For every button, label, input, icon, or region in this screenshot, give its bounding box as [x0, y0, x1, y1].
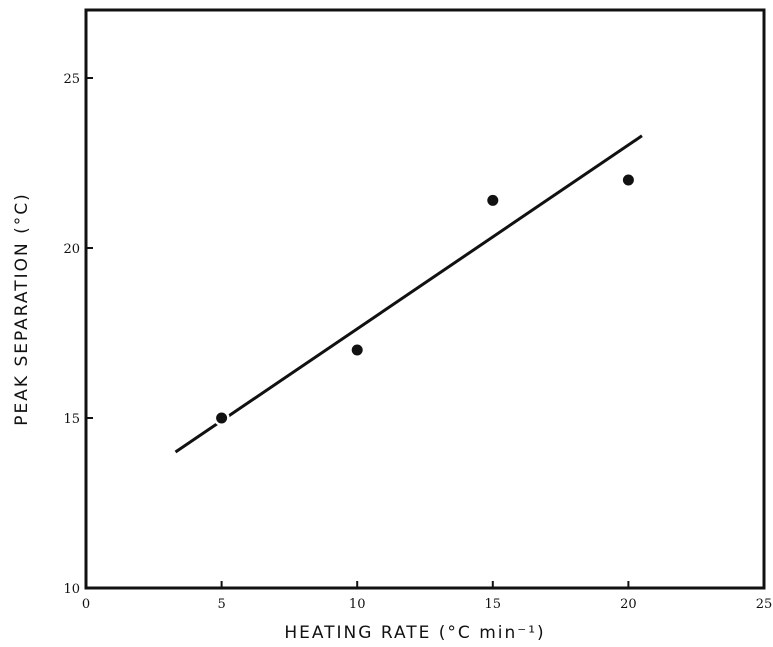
- y-tick-label: 20: [63, 242, 80, 257]
- x-tick-label: 20: [620, 597, 637, 612]
- x-axis-ticks: 0 5 10 15 20 25: [82, 581, 772, 612]
- data-point: [216, 412, 228, 424]
- data-point: [622, 174, 634, 186]
- x-tick-label: 25: [756, 597, 773, 612]
- x-axis-label: HEATING RATE (°C min⁻¹): [284, 623, 545, 643]
- plot-frame: [84, 8, 766, 590]
- data-point: [487, 194, 499, 206]
- x-tick-label: 10: [349, 597, 366, 612]
- y-tick-label: 25: [63, 72, 80, 87]
- x-tick-label: 15: [485, 597, 502, 612]
- y-axis-ticks: 10 15 20 25: [63, 72, 93, 597]
- fit-line-group: [174, 134, 643, 454]
- x-tick-label: 0: [82, 597, 90, 612]
- y-axis-label: PEAK SEPARATION (°C): [12, 192, 32, 425]
- y-tick-label: 10: [63, 582, 80, 597]
- data-point: [351, 344, 363, 356]
- y-tick-label: 15: [63, 412, 80, 427]
- data-points: [213, 172, 637, 426]
- x-tick-label: 5: [217, 597, 225, 612]
- fit-line: [174, 134, 643, 454]
